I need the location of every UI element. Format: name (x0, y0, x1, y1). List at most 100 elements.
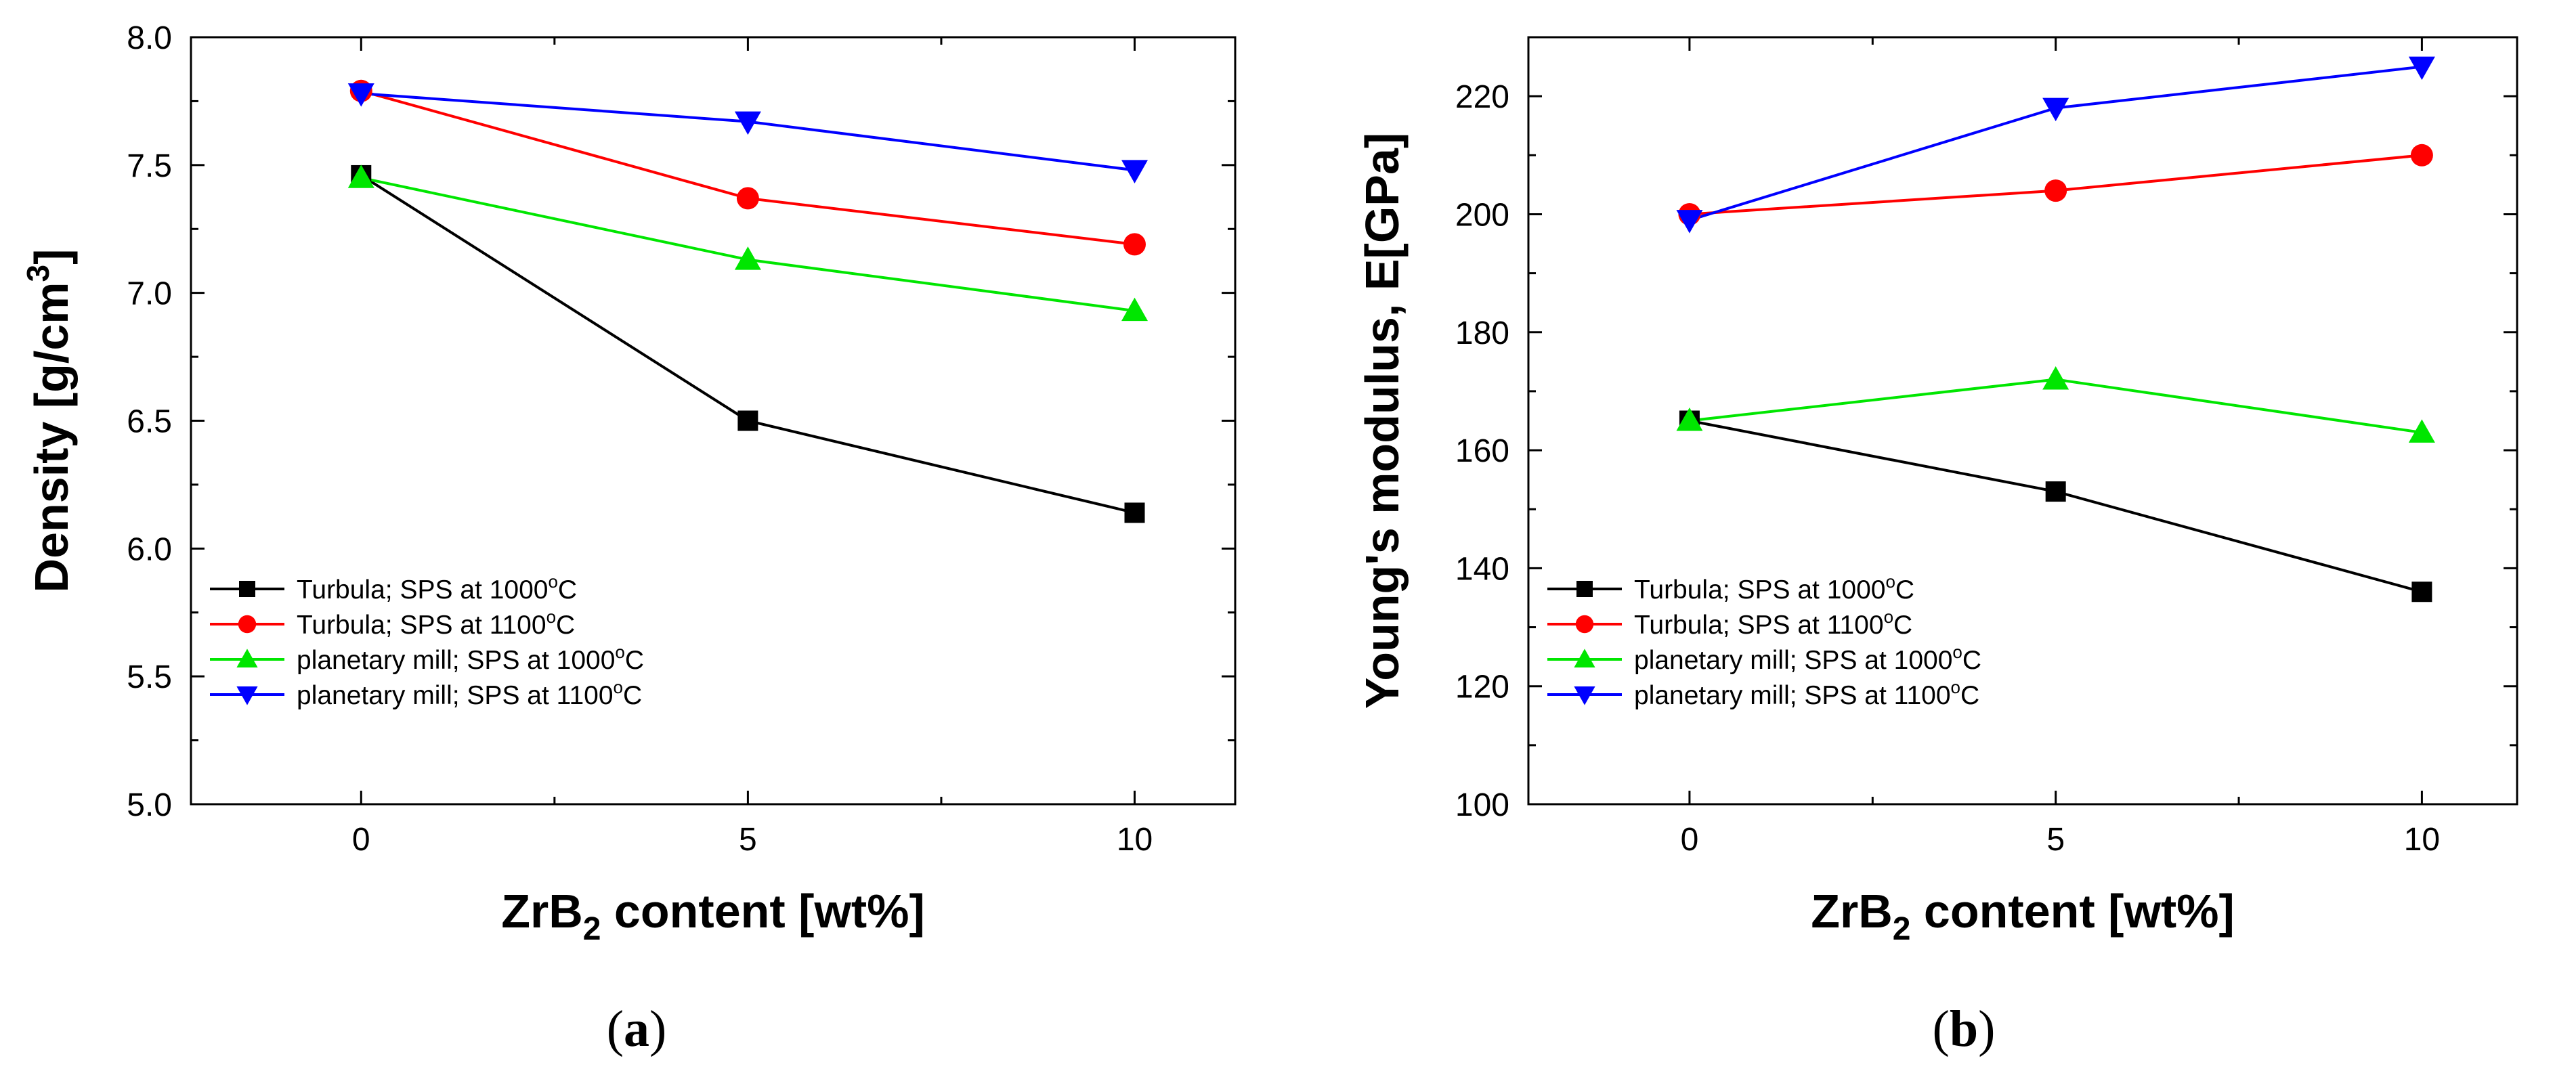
legend-label-main: Turbula; SPS at 1000 (1634, 575, 1885, 605)
legend-label-degree: o (614, 677, 623, 697)
y-axis-label-main: Density [g/cm (25, 282, 78, 592)
legend-label-main: planetary mill; SPS at 1000 (297, 646, 615, 675)
legend-label: planetary mill; SPS at 1100oC (1634, 677, 1979, 710)
chart-a: 0 5 10 5.0 5.5 6.0 6.5 7.0 7.5 8.0 ZrB2 content [w… (20, 20, 1237, 1057)
legend-marker (239, 581, 255, 597)
legend-marker (1576, 581, 1593, 597)
x-axis-label-rest: content [wt%] (601, 885, 924, 938)
caption-open-paren: ( (1933, 1001, 1950, 1057)
x-axis-label: ZrB2 content [wt%] (501, 885, 925, 947)
series-line (1689, 419, 2422, 594)
data-point (734, 111, 761, 135)
legend-marker (236, 649, 258, 667)
legend-marker (236, 686, 258, 705)
legend-label: planetary mill; SPS at 1000oC (1634, 642, 1981, 675)
data-point (2042, 97, 2069, 122)
x-tick-label: 10 (1117, 822, 1153, 858)
legend-label-unit: C (1895, 575, 1914, 605)
x-tick-label: 0 (352, 822, 370, 858)
y-axis-label-rest: ] (25, 249, 78, 265)
y-axis-label: Young's modulus, E[GPa] (1356, 133, 1409, 709)
plot-frame (1527, 36, 2518, 806)
y-tick-label: 180 (1455, 315, 1509, 351)
legend-label: planetary mill; SPS at 1100oC (297, 677, 642, 710)
legend-label: Turbula; SPS at 1000oC (1634, 571, 1914, 605)
data-point (2044, 179, 2067, 202)
chart-b: 0 5 10 100 120 140 160 180 200 220 ZrB2 content [w… (1356, 36, 2518, 1057)
caption-open-paren: ( (607, 1001, 624, 1057)
data-point (1676, 408, 1703, 431)
legend-label: Turbula; SPS at 1100oC (297, 607, 575, 640)
y-tick-label: 7.0 (127, 276, 172, 312)
y-axis-label-superscript: 3 (20, 265, 56, 282)
legend-label-main: Turbula; SPS at 1100 (297, 611, 546, 640)
data-point (2408, 56, 2435, 81)
y-tick-label: 7.5 (127, 148, 172, 184)
y-tick-label: 100 (1455, 787, 1509, 823)
x-axis-label-main: ZrB (1811, 885, 1893, 938)
data-point (1676, 210, 1703, 234)
legend-label-unit: C (1962, 646, 1981, 675)
legend-label-main: planetary mill; SPS at 1100 (1634, 681, 1951, 710)
x-tick-label: 5 (739, 822, 757, 858)
panel-caption: (b) (1933, 1001, 1996, 1057)
y-tick-label: 200 (1455, 197, 1509, 233)
data-point (736, 187, 759, 210)
data-point (347, 164, 374, 188)
x-tick-label: 10 (2404, 822, 2440, 858)
data-point (1121, 297, 1149, 322)
legend-label-unit: C (623, 681, 642, 710)
x-axis-label: ZrB2 content [wt%] (1811, 885, 2235, 947)
y-tick-label: 220 (1455, 79, 1509, 115)
data-point (1123, 233, 1146, 256)
data-point (1121, 160, 1149, 183)
caption-close-paren: ) (1978, 1001, 1995, 1057)
legend-label-unit: C (1960, 681, 1979, 710)
data-point (347, 83, 374, 107)
x-axis-label-main: ZrB (501, 885, 583, 938)
legend-marker (1575, 615, 1594, 634)
legend-label-main: Turbula; SPS at 1000 (297, 575, 548, 605)
series-line (360, 174, 1135, 514)
legend-label-unit: C (558, 575, 577, 605)
data-point (1124, 502, 1145, 523)
caption-letter: b (1950, 1001, 1978, 1057)
legend-label-unit: C (625, 646, 644, 675)
y-tick-label: 6.0 (127, 531, 172, 567)
legend-label-degree: o (548, 571, 557, 592)
legend-marker (238, 615, 257, 634)
y-tick-label: 5.0 (127, 787, 172, 823)
legend-label-unit: C (556, 611, 575, 640)
legend-label-degree: o (1952, 642, 1962, 662)
y-axis-label: Density [g/cm3] (20, 249, 78, 593)
legend-label: planetary mill; SPS at 1000oC (297, 642, 644, 675)
x-axis-label-subscript: 2 (583, 911, 601, 947)
legend-label-degree: o (1885, 571, 1895, 592)
data-point (2045, 481, 2066, 502)
y-tick-label: 8.0 (127, 20, 172, 56)
y-tick-label: 120 (1455, 670, 1509, 705)
legend-label-degree: o (1884, 607, 1893, 627)
legend-label-degree: o (615, 642, 624, 662)
x-axis-label-rest: content [wt%] (1910, 885, 2234, 938)
data-point (734, 246, 761, 270)
legend-label-main: planetary mill; SPS at 1000 (1634, 646, 1952, 675)
y-tick-label: 6.5 (127, 404, 172, 440)
data-point (2042, 366, 2069, 390)
data-point (737, 410, 758, 431)
legend-label-unit: C (1893, 611, 1912, 640)
legend-label-degree: o (546, 607, 556, 627)
legend-marker (1574, 649, 1595, 667)
legend-label: Turbula; SPS at 1100oC (1634, 607, 1912, 640)
legend-marker (1574, 686, 1595, 705)
legend-label-main: planetary mill; SPS at 1100 (297, 681, 614, 710)
caption-letter: a (624, 1001, 649, 1057)
data-point (2408, 419, 2435, 443)
x-tick-label: 5 (2046, 822, 2065, 858)
legend-label-degree: o (1951, 677, 1960, 697)
y-tick-label: 5.5 (127, 659, 172, 695)
y-axis-label-main: Young's modulus, E[GPa] (1356, 133, 1409, 709)
data-point (2410, 144, 2433, 167)
caption-close-paren: ) (649, 1001, 666, 1057)
